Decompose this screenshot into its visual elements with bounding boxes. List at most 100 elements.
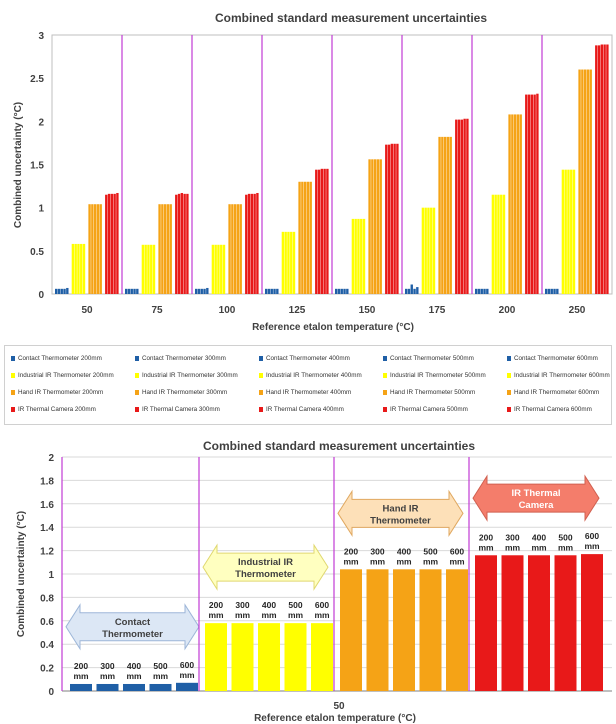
legend-item: Hand IR Thermometer 400mm (259, 386, 351, 398)
chart-bottom: Combined standard measurement uncertaint… (16, 439, 612, 724)
chart-bottom-ytick-label: 0.2 (40, 664, 54, 675)
chart-top-ytick-label: 0 (38, 290, 44, 301)
legend-item: IR Thermal Camera 500mm (383, 403, 468, 415)
chart-bottom-bar-label: mm (478, 542, 494, 552)
chart-top-ytick-label: 2 (38, 117, 44, 128)
chart-top-bar (603, 44, 606, 294)
chart-bottom-bar-label: 500 (558, 532, 572, 542)
chart-top-bar (315, 169, 318, 294)
chart-top-bar (335, 288, 338, 294)
chart-bottom-bar (581, 554, 603, 691)
chart-top-ytick-label: 3 (38, 31, 44, 42)
legend-label: Hand IR Thermometer 200mm (18, 388, 104, 396)
chart-bottom-ytick-label: 0.8 (40, 593, 54, 604)
chart-top-bar (63, 288, 66, 294)
chart-bottom-bar (176, 682, 198, 691)
chart-top-bar (74, 243, 77, 294)
chart-top-bar (457, 119, 461, 295)
chart-bottom-bar-label: 200 (344, 546, 358, 556)
chart-top-bar (93, 204, 97, 294)
chart-top-bar (502, 194, 506, 294)
chart-top-bar (301, 181, 304, 294)
chart-bottom-bar-label: mm (584, 541, 600, 551)
chart-top-bar (597, 45, 601, 294)
chart-top-bar (169, 204, 172, 294)
legend-item: Hand IR Thermometer 500mm (383, 386, 475, 398)
legend-swatch (259, 389, 263, 395)
legend-swatch (507, 355, 511, 361)
chart-bottom-bar-label: mm (100, 671, 116, 681)
chart-top-bar (110, 193, 114, 294)
chart-top-bar (320, 168, 324, 294)
chart-top-bar (326, 168, 329, 294)
legend-swatch (11, 372, 15, 378)
chart-top-bar (354, 218, 357, 294)
legend-swatch (259, 406, 263, 412)
chart-top-bar (606, 44, 609, 294)
chart-top-bar (393, 143, 396, 294)
chart-top-bar (66, 287, 69, 294)
chart-top-bar (561, 169, 565, 294)
chart-bottom-bar (528, 555, 550, 691)
legend-item: Hand IR Thermometer 300mm (135, 386, 227, 398)
chart-top-ytick-label: 0.5 (30, 247, 44, 258)
chart-top-bar (508, 114, 511, 294)
chart-bottom-bar-label: mm (314, 610, 330, 620)
chart-bottom-ytick-label: 1.8 (40, 476, 54, 487)
chart-top-bar (222, 244, 226, 294)
chart-top-xtick-label: 50 (81, 305, 93, 316)
chart-top-bar (533, 94, 536, 294)
chart-top-xtick-label: 125 (289, 305, 306, 316)
chart-top-bar (147, 244, 150, 294)
chart-top-bar (273, 288, 276, 294)
chart-top-bar (343, 288, 346, 294)
chart-top-bar (494, 194, 497, 294)
chart-top-bar (253, 193, 256, 294)
chart-top-bar (390, 143, 394, 294)
legend-label: Industrial IR Thermometer 600mm (514, 371, 610, 379)
legend-label: IR Thermal Camera 500mm (390, 405, 468, 413)
chart-bottom-ytick-label: 1.4 (40, 523, 54, 534)
legend-label: Industrial IR Thermometer 300mm (142, 371, 238, 379)
chart-top-xtick-label: 250 (569, 305, 586, 316)
chart-bottom-bar (123, 683, 145, 691)
chart-top-bar (200, 288, 203, 294)
chart-bottom-bar-label: 600 (585, 531, 599, 541)
chart-top-bar (265, 288, 268, 294)
chart-top-bar (309, 181, 312, 294)
chart-top-bar (91, 204, 94, 294)
chart-top-bar (130, 288, 133, 294)
chart-bottom-bar-label: mm (126, 671, 142, 681)
legend-swatch (11, 355, 15, 361)
chart-top-bar (525, 94, 528, 294)
legend-item: Industrial IR Thermometer 600mm (507, 369, 610, 381)
chart-top-bar (430, 207, 433, 294)
chart-top-xtick-label: 75 (151, 305, 163, 316)
legend-label: Contact Thermometer 600mm (514, 354, 598, 362)
chart-top-bar (150, 244, 153, 294)
chart-top-bar (387, 144, 391, 294)
chart-top-bar (245, 194, 248, 294)
chart-top-bar (351, 218, 355, 294)
legend-swatch (11, 406, 15, 412)
chart-bottom-bar (446, 569, 468, 691)
chart-bottom-bar-label: mm (370, 556, 386, 566)
legend-item: IR Thermal Camera 600mm (507, 403, 592, 415)
chart-top-bar (80, 243, 83, 294)
chart-top-bar (141, 244, 145, 294)
chart-bottom-ytick-label: 1.6 (40, 500, 54, 511)
chart-bottom-bar-label: 500 (288, 600, 302, 610)
chart-bottom-bar-label: mm (208, 610, 224, 620)
chart-top-bar (116, 192, 119, 294)
legend-item: Hand IR Thermometer 200mm (11, 386, 103, 398)
chart-top-bar (281, 231, 285, 294)
chart-top-bar (486, 288, 489, 294)
legend-swatch (383, 372, 387, 378)
chart-top-bar (516, 114, 520, 294)
legend-swatch (135, 389, 139, 395)
legend-item: Industrial IR Thermometer 400mm (259, 369, 362, 381)
callout-camera-arrow (472, 474, 600, 522)
legend-label: IR Thermal Camera 200mm (18, 405, 96, 413)
chart-top-bar (136, 288, 139, 294)
chart-bottom-bar (419, 569, 442, 691)
